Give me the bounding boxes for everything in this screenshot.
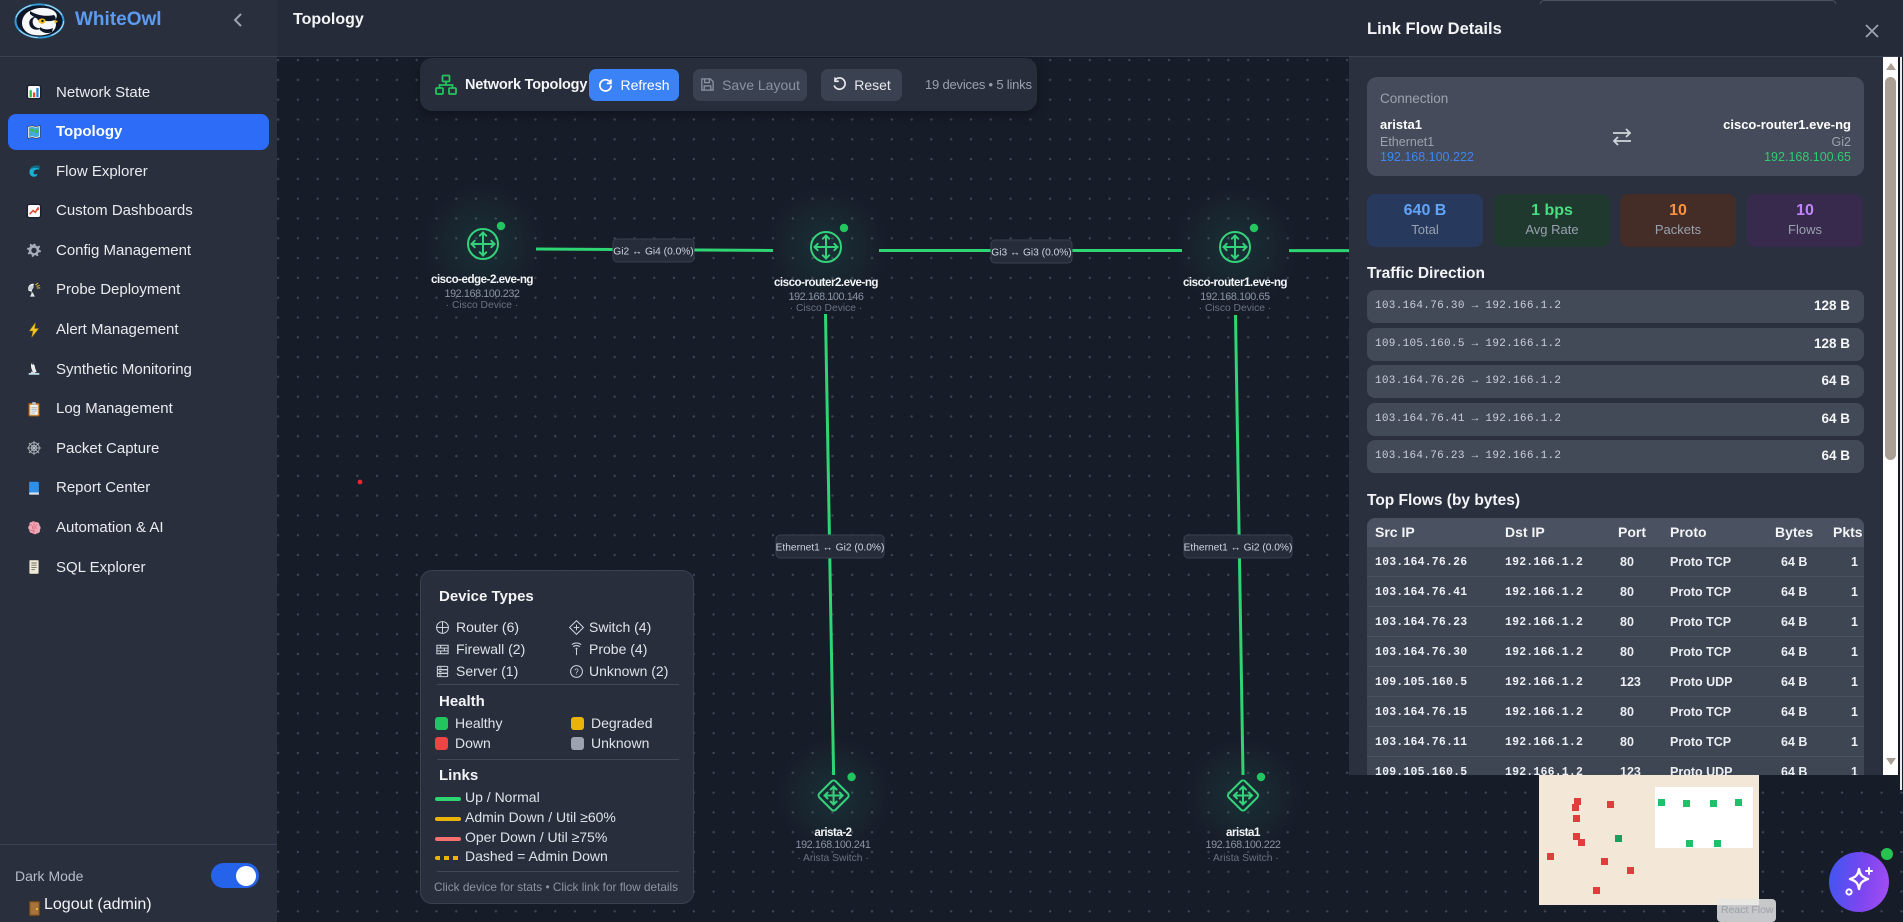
svg-text:cisco-router2.eve-ng: cisco-router2.eve-ng: [774, 276, 878, 289]
svg-text:· Cisco Device ·: · Cisco Device ·: [790, 303, 863, 314]
svg-text:· Arista Switch ·: · Arista Switch ·: [1207, 853, 1279, 864]
svg-text:192.168.100.222: 192.168.100.222: [1205, 839, 1280, 851]
svg-text:· Cisco Device ·: · Cisco Device ·: [446, 300, 519, 311]
svg-text:· Arista Switch ·: · Arista Switch ·: [797, 853, 869, 864]
svg-text:arista1: arista1: [1226, 826, 1261, 839]
svg-text:Ethernet1 ↔ Gi2 (0.0%): Ethernet1 ↔ Gi2 (0.0%): [1184, 543, 1293, 554]
svg-text:arista-2: arista-2: [814, 826, 851, 839]
svg-text:192.168.100.232: 192.168.100.232: [444, 288, 519, 300]
svg-text:192.168.100.65: 192.168.100.65: [1200, 291, 1270, 303]
svg-text:192.168.100.241: 192.168.100.241: [795, 839, 870, 851]
svg-text:Gi3 ↔ Gi3 (0.0%): Gi3 ↔ Gi3 (0.0%): [991, 248, 1071, 259]
svg-text:Gi2 ↔ Gi4 (0.0%): Gi2 ↔ Gi4 (0.0%): [613, 247, 693, 258]
svg-text:cisco-edge-2.eve-ng: cisco-edge-2.eve-ng: [431, 273, 533, 286]
svg-text:· Cisco Device ·: · Cisco Device ·: [1199, 303, 1272, 314]
svg-text:cisco-router1.eve-ng: cisco-router1.eve-ng: [1183, 276, 1287, 289]
svg-text:Ethernet1 ↔ Gi2 (0.0%): Ethernet1 ↔ Gi2 (0.0%): [776, 543, 885, 554]
svg-text:?: ?: [574, 667, 579, 676]
svg-text:192.168.100.146: 192.168.100.146: [788, 291, 863, 303]
